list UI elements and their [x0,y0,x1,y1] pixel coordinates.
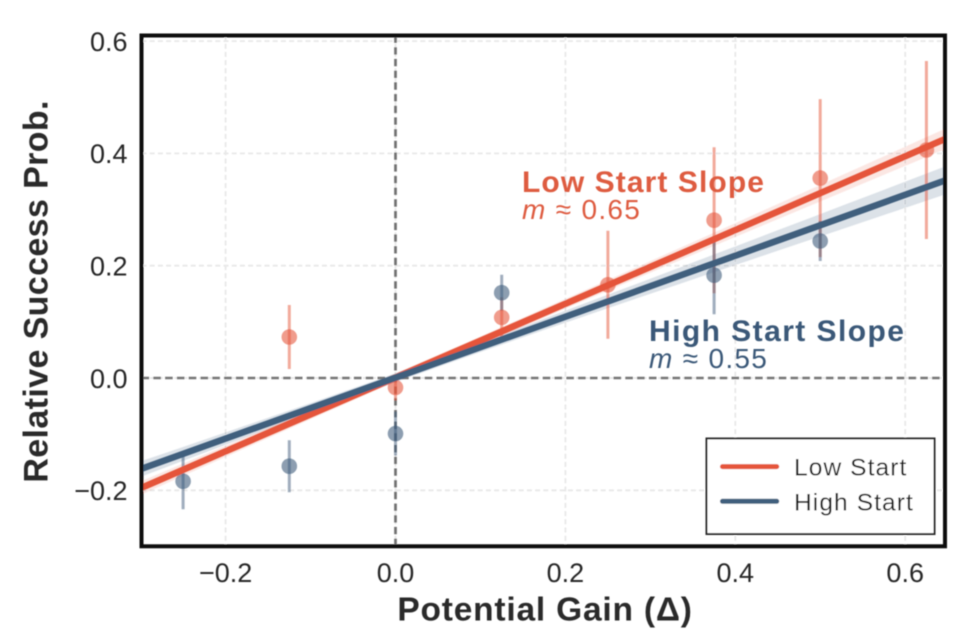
svg-text:0.0: 0.0 [377,558,415,588]
svg-text:0.6: 0.6 [90,27,128,57]
svg-text:m ≈ 0.55: m ≈ 0.55 [649,343,768,374]
svg-text:0.2: 0.2 [90,252,128,282]
svg-text:Low Start Slope: Low Start Slope [522,166,765,199]
svg-text:−0.2: −0.2 [199,558,252,588]
svg-text:m ≈ 0.65: m ≈ 0.65 [522,194,641,225]
svg-text:0.2: 0.2 [547,558,585,588]
svg-text:0.4: 0.4 [717,558,755,588]
svg-text:High Start: High Start [794,489,914,516]
svg-text:0.0: 0.0 [90,364,128,394]
svg-text:Low Start: Low Start [794,455,907,482]
svg-text:0.6: 0.6 [886,558,924,588]
svg-text:Relative Success Prob.: Relative Success Prob. [18,100,56,483]
svg-text:High Start Slope: High Start Slope [649,315,905,348]
svg-text:−0.2: −0.2 [74,476,127,506]
svg-text:Potential Gain (Δ): Potential Gain (Δ) [397,591,692,628]
svg-text:0.4: 0.4 [90,139,128,169]
